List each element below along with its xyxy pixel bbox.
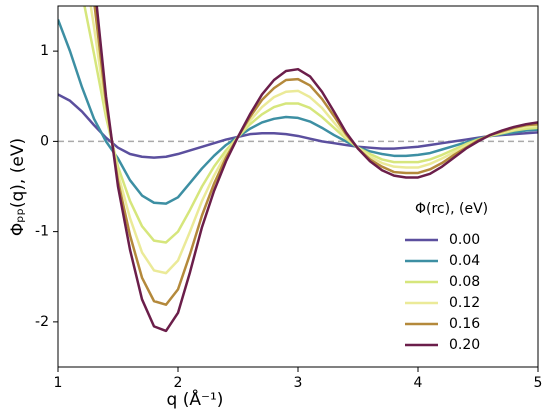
x-axis-label: q (Å⁻¹) — [167, 388, 224, 410]
legend-label: 0.08 — [449, 274, 480, 290]
x-tick-label: 1 — [54, 375, 63, 391]
x-tick-label: 5 — [534, 375, 543, 391]
series-line — [93, 6, 538, 306]
legend-label: 0.16 — [449, 316, 480, 332]
series-line — [95, 6, 538, 333]
x-tick-label: 2 — [174, 375, 183, 391]
legend-title: Φ(rc), (eV) — [415, 201, 488, 217]
series-line — [89, 6, 538, 275]
series-line — [58, 93, 538, 159]
y-tick-label: -2 — [35, 314, 49, 330]
y-tick-label: -1 — [35, 224, 49, 240]
series-line — [58, 19, 538, 205]
legend-label: 0.12 — [449, 295, 480, 311]
plot-frame — [57, 5, 539, 368]
series-line — [83, 6, 538, 244]
y-tick-label: 1 — [40, 43, 49, 59]
y-tick-label: 0 — [40, 133, 49, 149]
legend-label: 0.20 — [449, 337, 480, 353]
y-axis-label: Φₚₚ(q), (eV) — [8, 138, 28, 236]
x-tick-label: 3 — [294, 375, 303, 391]
legend-label: 0.00 — [449, 232, 480, 248]
plot-area — [58, 6, 538, 333]
legend-label: 0.04 — [449, 253, 480, 269]
x-tick-label: 4 — [414, 375, 423, 391]
